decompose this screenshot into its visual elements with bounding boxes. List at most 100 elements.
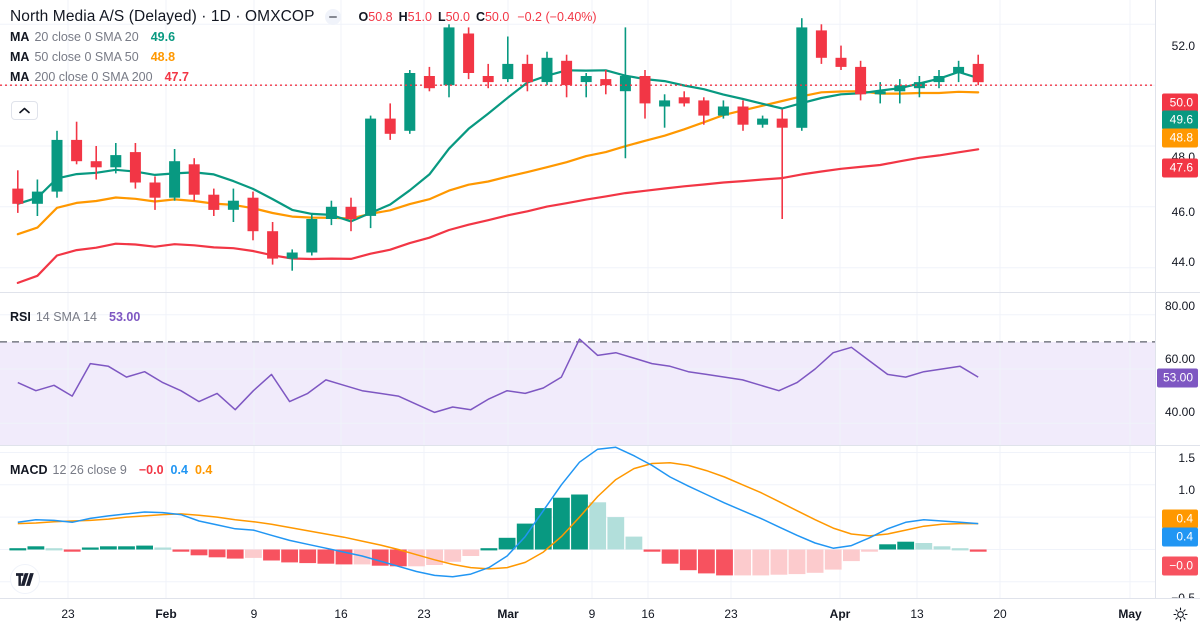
macd-histogram-bar xyxy=(969,549,987,552)
macd-histogram-bar xyxy=(136,545,153,550)
macd-histogram-bar xyxy=(27,546,45,550)
candle xyxy=(815,24,827,64)
ma200-price-badge[interactable]: 47.6 xyxy=(1162,158,1198,178)
candle xyxy=(12,170,24,213)
macd-histogram-bar xyxy=(679,549,697,571)
time-tick-label: 23 xyxy=(724,607,738,621)
rsi-scale[interactable]: 80.00 60.00 40.00 53.00 xyxy=(1155,293,1200,445)
macd-histogram-bar xyxy=(698,549,715,574)
time-tick-label: 16 xyxy=(641,607,655,621)
candle xyxy=(796,18,808,131)
candle xyxy=(227,188,239,222)
last-price-badge[interactable]: 50.0 xyxy=(1162,93,1198,113)
macd-histogram-bar xyxy=(9,548,27,551)
candle xyxy=(345,197,357,232)
macd-histogram-bar xyxy=(172,549,190,552)
macd-histogram-bar xyxy=(190,549,208,556)
candle xyxy=(541,51,553,86)
macd-histogram-bar xyxy=(480,548,498,551)
axis-tick-label: 60.00 xyxy=(1164,352,1195,366)
macd-hist-badge[interactable]: −0.0 xyxy=(1162,556,1198,576)
candle xyxy=(51,130,63,198)
macd-histogram-bar xyxy=(534,508,552,550)
candle xyxy=(208,188,220,216)
time-tick-label: Apr xyxy=(829,607,851,621)
candle xyxy=(169,149,181,201)
candle xyxy=(90,146,102,180)
candle xyxy=(286,249,298,271)
macd-line-badge[interactable]: 0.4 xyxy=(1162,527,1198,547)
candle xyxy=(972,54,984,86)
macd-histogram-bar xyxy=(716,549,733,576)
candle xyxy=(953,60,965,83)
candle xyxy=(463,27,475,80)
candle xyxy=(757,115,769,128)
macd-histogram-bar xyxy=(752,549,770,576)
axis-tick-label: 1.5 xyxy=(1178,451,1195,465)
macd-histogram-bar xyxy=(63,549,81,552)
macd-scale[interactable]: 1.51.0−0.50.40.4−0.0 xyxy=(1155,446,1200,605)
scale-separator xyxy=(1155,0,1156,630)
pane-divider-rsi[interactable] xyxy=(0,292,1200,293)
chevron-up-icon[interactable] xyxy=(11,101,38,120)
candle xyxy=(482,63,494,89)
candle xyxy=(247,191,259,241)
macd-histogram-bar xyxy=(444,549,462,562)
tradingview-logo-icon xyxy=(15,572,34,586)
candle xyxy=(717,100,729,119)
time-scale[interactable]: 23 Feb 9 16 23 Mar 9 16 23 Apr 13 20 May xyxy=(0,598,1200,630)
macd-histogram-bar xyxy=(245,549,262,558)
macd-signal-badge[interactable]: 0.4 xyxy=(1162,509,1198,529)
macd-histogram-bar xyxy=(498,537,516,550)
candle xyxy=(267,222,279,265)
time-tick-label: 23 xyxy=(61,607,75,621)
candle xyxy=(188,158,200,201)
macd-histogram-bar xyxy=(408,549,425,567)
pane-divider-macd[interactable] xyxy=(0,445,1200,446)
macd-histogram-bar xyxy=(607,517,625,550)
candle xyxy=(776,109,788,219)
tradingview-logo[interactable] xyxy=(10,564,40,594)
axis-tick-label: 44.0 xyxy=(1171,255,1195,269)
time-tick-label: Feb xyxy=(155,607,177,621)
candle xyxy=(659,94,671,128)
macd-histogram-bar xyxy=(915,543,933,550)
axis-tick-label: 1.0 xyxy=(1178,483,1195,497)
ma50-price-badge[interactable]: 48.8 xyxy=(1162,128,1198,148)
candle xyxy=(737,100,749,131)
candle xyxy=(894,79,906,104)
candle xyxy=(502,36,514,83)
macd-histogram-bar xyxy=(317,549,335,564)
macd-histogram-bar xyxy=(389,549,407,567)
time-tick-label: 23 xyxy=(417,607,431,621)
macd-pane: 1.51.0−0.50.40.4−0.0 xyxy=(0,446,1200,605)
macd-histogram-bar xyxy=(951,548,969,551)
axis-tick-label: 46.0 xyxy=(1171,205,1195,219)
macd-plot-area[interactable] xyxy=(0,446,1155,598)
ma20-price-badge[interactable]: 49.6 xyxy=(1162,110,1198,130)
macd-histogram-bar xyxy=(625,536,643,550)
time-tick-label: 20 xyxy=(993,607,1007,621)
macd-histogram-bar xyxy=(879,544,896,550)
candle xyxy=(423,66,435,92)
candle xyxy=(365,115,377,229)
rsi-plot-area[interactable] xyxy=(0,293,1155,445)
price-plot-area[interactable] xyxy=(0,0,1155,292)
candle xyxy=(149,176,161,210)
price-scale[interactable]: 52.0 46.0 44.0 48.0 50.0 49.6 48.8 47.6 xyxy=(1155,0,1200,292)
rsi-value-badge[interactable]: 53.00 xyxy=(1156,368,1198,388)
macd-histogram-bar xyxy=(571,494,588,550)
time-tick-label: May xyxy=(1118,607,1142,621)
candle xyxy=(306,212,318,256)
candle xyxy=(619,27,631,159)
macd-histogram-bar xyxy=(462,549,480,556)
macd-histogram-bar xyxy=(281,549,298,563)
macd-histogram-bar xyxy=(861,549,878,552)
time-tick-label: 9 xyxy=(588,607,596,621)
gear-icon[interactable] xyxy=(1173,607,1188,627)
time-tick-label: 16 xyxy=(334,607,348,621)
time-tick-label: 13 xyxy=(910,607,924,621)
candle xyxy=(698,97,710,125)
candle xyxy=(678,91,690,107)
